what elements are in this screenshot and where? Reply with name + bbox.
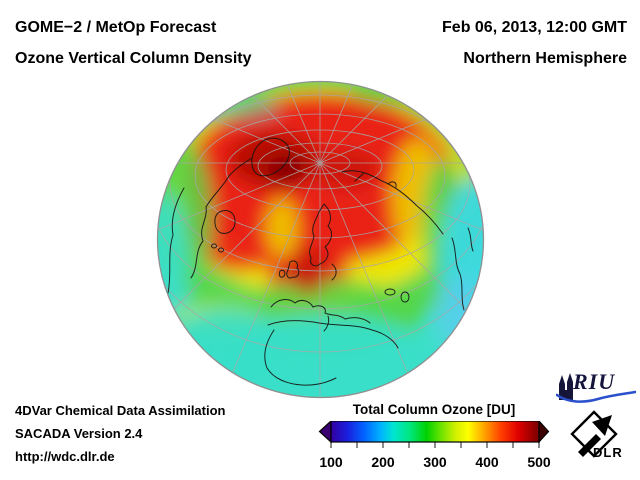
colorbar: Total Column Ozone [DU] (318, 402, 551, 470)
colorbar-high-arrow (538, 419, 550, 444)
colorbar-tick-labels: 100 200 300 400 500 (318, 454, 550, 470)
figure-date-block: Feb 06, 2013, 12:00 GMT Northern Hemisph… (442, 12, 627, 74)
riu-logo: RIU (556, 369, 636, 403)
riu-logo-text: RIU (573, 369, 616, 394)
colorbar-ticks (330, 442, 540, 448)
tick-label-100: 100 (319, 454, 343, 470)
coastlines (167, 137, 474, 386)
tick-label-300: 300 (423, 454, 447, 470)
software-version-label: SACADA Version 2.4 (15, 426, 143, 441)
colorbar-gradient (330, 420, 540, 443)
tick-label-200: 200 (371, 454, 395, 470)
riu-swoosh (556, 390, 636, 403)
tick-label-400: 400 (475, 454, 499, 470)
ozone-globe (156, 78, 486, 400)
cologne-cathedral-icon (559, 373, 573, 400)
dlr-logo-icon (570, 410, 618, 458)
product-title: GOME−2 / MetOp Forecast (15, 19, 217, 36)
tick-label-500: 500 (527, 454, 551, 470)
colorbar-scale (318, 419, 550, 448)
globe-outline (156, 80, 485, 399)
product-subtitle: Ozone Vertical Column Density (15, 50, 252, 67)
data-center-url: http://wdc.dlr.de (15, 449, 115, 464)
datetime-label: Feb 06, 2013, 12:00 GMT (442, 19, 627, 36)
colorbar-low-arrow (318, 419, 332, 444)
assimilation-method-label: 4DVar Chemical Data Assimilation (15, 403, 226, 418)
graticule (157, 81, 484, 398)
figure-title-block: GOME−2 / MetOp Forecast Ozone Vertical C… (15, 12, 252, 74)
credits-block: 4DVar Chemical Data Assimilation SACADA … (15, 399, 226, 468)
globe-svg (156, 80, 485, 399)
colorbar-title: Total Column Ozone [DU] (352, 402, 516, 417)
dlr-logo-text: DLR (593, 445, 623, 460)
hemisphere-label: Northern Hemisphere (463, 50, 627, 67)
dlr-logo: DLR (570, 410, 636, 462)
